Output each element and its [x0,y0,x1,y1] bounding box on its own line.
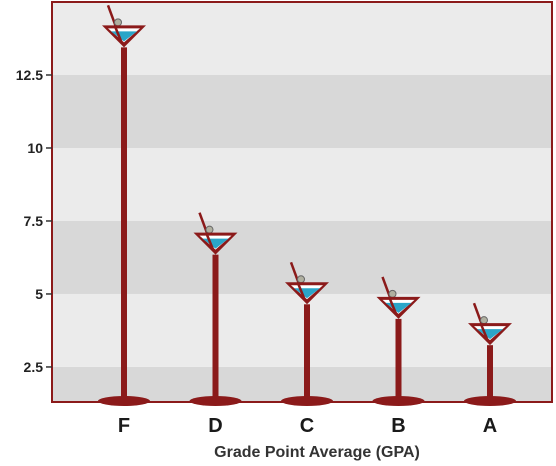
x-tick-label: D [208,415,222,437]
glass-stem [121,47,127,400]
y-tick-label: 5 [35,286,43,302]
olive [388,289,397,298]
grid-band [52,74,552,148]
glass-stem [395,318,402,400]
y-tick-label: 2.5 [24,359,44,375]
y-tick-label: 7.5 [24,213,44,229]
toothpick-inner [296,282,307,301]
olive [480,316,488,325]
x-axis-label: Grade Point Average (GPA) [214,444,420,461]
x-tick-label: C [300,415,314,437]
olive [205,225,214,234]
grid-bands [52,2,552,402]
glass-stem [212,254,219,400]
toothpick-inner [388,297,398,316]
toothpick-inner [113,25,124,44]
plot-frame [51,1,553,403]
y-tick-label: 10 [27,140,43,156]
y-axis: 2.5 5 7.5 10 12.5 [16,67,52,375]
glass-stem [304,304,310,400]
toothpick-inner [205,233,215,252]
olive [114,18,122,27]
olive [297,275,305,284]
glass-stem [487,345,493,400]
x-tick-label: B [391,415,405,437]
grid-band [52,147,552,221]
toothpick-inner [479,323,490,342]
grid-band [52,293,552,367]
bar-C [281,261,333,406]
grid-band [52,2,552,75]
x-tick-label: A [483,415,497,437]
x-tick-label: F [118,415,130,437]
y-tick-label: 12.5 [16,67,43,83]
bar-D [189,212,242,406]
bars-group [98,4,516,406]
